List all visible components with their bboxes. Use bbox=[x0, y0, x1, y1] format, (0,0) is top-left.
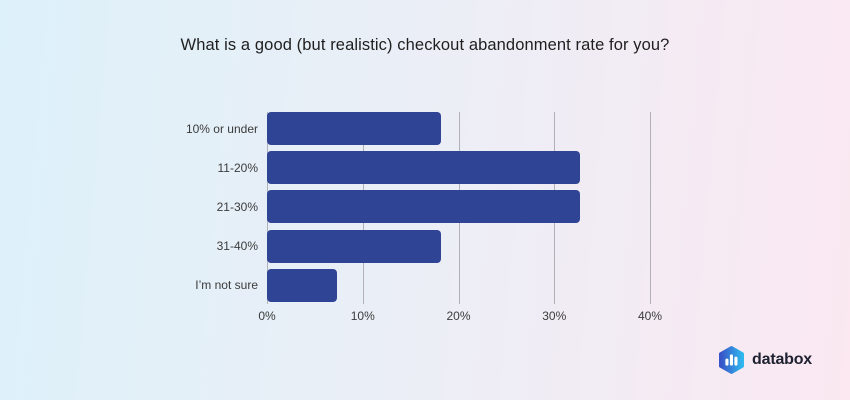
category-label: I’m not sure bbox=[195, 278, 258, 293]
chart-title: What is a good (but realistic) checkout … bbox=[180, 36, 670, 54]
bar-1 bbox=[267, 112, 442, 145]
category-label: 11-20% bbox=[217, 160, 258, 175]
x-tick-label: 20% bbox=[446, 309, 471, 323]
databox-logo: databox bbox=[718, 346, 812, 374]
bar-3 bbox=[267, 190, 581, 224]
category-label: 31-40% bbox=[216, 239, 258, 254]
logo-wordmark: databox bbox=[752, 351, 812, 368]
gridline-40% bbox=[650, 112, 651, 304]
bar-2 bbox=[267, 151, 581, 185]
x-tick-label: 30% bbox=[542, 309, 567, 323]
bar-5 bbox=[267, 268, 337, 302]
bar-chart-hexagon-icon bbox=[719, 346, 745, 374]
x-tick-label: 10% bbox=[350, 309, 375, 323]
bar-4 bbox=[267, 229, 442, 263]
x-tick-label: 0% bbox=[258, 309, 276, 323]
category-label: 10% or under bbox=[185, 121, 258, 136]
category-label: 21-30% bbox=[216, 199, 258, 214]
x-tick-label: 40% bbox=[637, 309, 663, 323]
